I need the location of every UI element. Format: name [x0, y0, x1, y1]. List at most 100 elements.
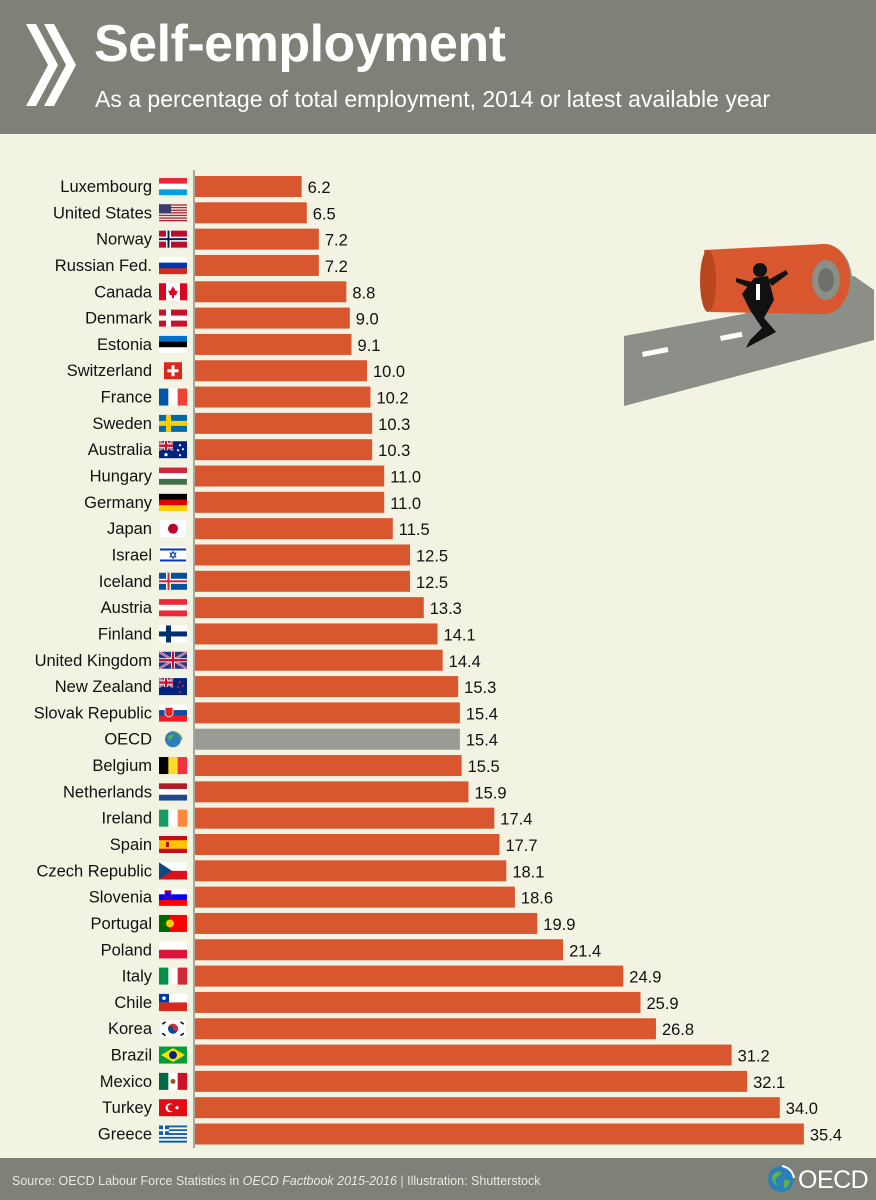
flag-part — [159, 610, 187, 617]
value-label-austria: 13.3 — [430, 600, 462, 618]
value-label-brazil: 31.2 — [738, 1048, 770, 1066]
value-label-finland: 14.1 — [444, 626, 476, 644]
bar-chile — [195, 991, 641, 1013]
flag-part — [159, 473, 187, 480]
value-label-canada: 8.8 — [352, 284, 375, 302]
flag-part — [178, 444, 182, 447]
flag-korea-icon — [160, 1020, 186, 1038]
value-label-belgium: 15.5 — [468, 758, 500, 776]
flag-turkey-icon — [159, 1099, 187, 1117]
value-label-ireland: 17.4 — [500, 811, 532, 829]
category-label-greece: Greece — [98, 1126, 152, 1144]
category-label-switzerland: Switzerland — [67, 362, 152, 380]
bar-slovak-republic — [195, 702, 460, 724]
category-label-canada: Canada — [94, 283, 153, 301]
category-label-mexico: Mexico — [100, 1073, 152, 1091]
flag-iceland-icon — [159, 572, 187, 590]
bar-new-zealand — [195, 676, 459, 698]
category-label-portugal: Portugal — [91, 915, 152, 933]
flag-part — [159, 794, 187, 801]
bar-france — [195, 386, 371, 408]
flag-part — [176, 449, 180, 452]
bar-estonia — [195, 333, 352, 355]
flag-part — [181, 448, 185, 451]
flag-poland-icon — [159, 941, 187, 959]
value-label-france: 10.2 — [376, 390, 408, 408]
value-label-estonia: 9.1 — [358, 337, 381, 355]
flag-part — [159, 757, 169, 775]
flag-austria-icon — [159, 599, 187, 617]
value-label-switzerland: 10.0 — [373, 363, 405, 381]
man-pushing-road-roll-illustration — [624, 244, 874, 406]
flag-part — [161, 1021, 166, 1025]
flag-part — [159, 1002, 187, 1012]
flag-part — [159, 220, 187, 222]
value-label-spain: 17.7 — [505, 837, 537, 855]
bar-brazil — [195, 1044, 732, 1066]
flag-part — [159, 789, 187, 795]
category-label-turkey: Turkey — [102, 1099, 153, 1117]
flag-slovak-republic-icon — [159, 704, 187, 722]
flag-part — [159, 1125, 187, 1128]
value-label-greece: 35.4 — [810, 1127, 842, 1145]
category-label-denmark: Denmark — [85, 310, 153, 328]
flag-part — [159, 967, 169, 985]
bar-korea — [195, 1018, 656, 1040]
flag-japan-icon — [160, 520, 186, 538]
bar-hungary — [195, 465, 385, 487]
flag-part — [159, 862, 172, 880]
flag-part — [159, 283, 167, 301]
category-label-new-zealand: New Zealand — [55, 678, 152, 696]
flag-part — [159, 604, 187, 611]
flag-slovenia-icon — [159, 888, 187, 906]
bar-turkey — [195, 1097, 780, 1119]
page-subtitle: As a percentage of total employment, 201… — [95, 86, 771, 112]
flag-part — [159, 214, 187, 217]
bar-united-states — [195, 202, 307, 224]
flag-part — [169, 550, 177, 560]
bar-slovenia — [195, 886, 515, 908]
flag-part — [177, 388, 188, 406]
category-label-czech-republic: Czech Republic — [36, 862, 152, 880]
value-label-japan: 11.5 — [399, 521, 430, 539]
flag-part — [159, 212, 187, 214]
oecd-logo[interactable]: OECD — [766, 1164, 870, 1196]
flag-mexico-icon — [159, 1072, 188, 1090]
bar-czech-republic — [195, 860, 507, 882]
bar-germany — [195, 491, 385, 513]
bar-israel — [195, 544, 410, 566]
flag-part — [159, 262, 187, 269]
flag-brazil-icon — [159, 1046, 187, 1064]
flag-germany-icon — [159, 493, 187, 512]
flag-part — [164, 453, 168, 457]
flag-part — [159, 204, 187, 206]
source-prefix: Source: OECD Labour Force Statistics in — [12, 1174, 243, 1188]
bar-denmark — [195, 307, 350, 329]
flag-part — [178, 454, 182, 457]
flag-part — [159, 580, 187, 583]
value-label-iceland: 12.5 — [416, 574, 448, 592]
flag-portugal-icon — [159, 914, 187, 932]
flag-part — [167, 1104, 176, 1112]
flag-israel-icon — [160, 546, 186, 564]
bar-australia — [195, 439, 373, 461]
flag-part — [168, 734, 174, 741]
value-label-mexico: 32.1 — [753, 1074, 785, 1092]
bar-oecd — [195, 728, 460, 750]
flag-part — [159, 493, 187, 500]
value-label-russian-fed: 7.2 — [325, 258, 348, 276]
value-label-poland: 21.4 — [569, 942, 601, 960]
value-label-united-states: 6.5 — [313, 205, 336, 223]
category-label-estonia: Estonia — [97, 336, 153, 354]
category-label-austria: Austria — [101, 599, 153, 617]
flag-part — [159, 444, 173, 447]
flag-part — [159, 1129, 187, 1132]
flag-part — [160, 559, 186, 562]
value-label-portugal: 19.9 — [543, 916, 575, 934]
flag-belgium-icon — [159, 757, 188, 775]
value-label-united-kingdom: 14.4 — [449, 653, 481, 671]
flag-part — [168, 1023, 178, 1032]
flag-part — [159, 183, 187, 190]
bar-switzerland — [195, 360, 367, 382]
category-label-united-kingdom: United Kingdom — [35, 652, 152, 670]
